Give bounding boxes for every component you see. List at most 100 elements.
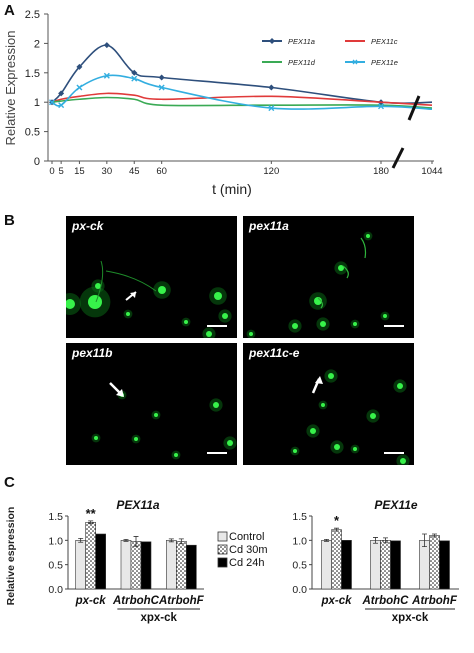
fluorescent-spot [214,292,222,300]
series-line-pex11e [51,74,433,111]
fluorescent-spot [314,297,322,305]
axis-break-mark [391,147,405,169]
fluorescent-spot [227,440,233,446]
error-bar [88,520,94,525]
x-tick-label: 15 [74,166,85,177]
fluorescent-spot [320,321,326,327]
x-tick-label: 0 [49,166,54,177]
fluorescent-spot [353,447,357,451]
legend-marker [269,38,275,44]
error-bar [123,538,129,542]
y-tick-label: 1.5 [25,68,40,80]
micrograph-label: pex11c-e [249,346,300,360]
fluorescent-spot [310,428,316,434]
y-tick-label: 0.5 [25,127,40,139]
y-axis-label: Relative espression [5,507,17,606]
bar-chart-title: PEX11e [374,498,417,512]
bar-control [120,540,132,590]
micrograph-pex11b: pex11b [66,343,237,465]
fluorescent-spot [206,331,212,337]
category-label: AtrbohC [112,595,160,607]
legend-label: PEX11d [288,58,316,67]
data-point [49,99,55,106]
bar-cd-24h [341,540,352,590]
y-tick-label: 1.0 [48,535,63,547]
error-bar [324,538,329,542]
data-point [76,63,83,70]
scale-bar [384,325,404,327]
y-axis-label: Relative Expression [3,31,18,146]
panel-letter-b: B [4,212,15,229]
fluorescent-spot [328,373,334,379]
group-label: xpx-ck [392,612,429,624]
micrograph-label: pex11b [72,346,113,360]
fluorescent-spot [370,413,376,419]
fluorescent-spot [158,286,166,294]
category-label: px-ck [320,595,352,607]
error-bar [432,533,437,538]
x-tick-label: 5 [58,166,63,177]
legend-label: Cd 24h [229,557,264,569]
micrograph-px-ck: px-ck [66,216,237,338]
legend-swatch [217,544,228,555]
data-point [158,84,165,91]
significance-marker: * [334,513,340,528]
y-tick-label: 0.0 [292,584,307,596]
data-point [58,90,65,97]
panel-letter-a: A [4,2,15,19]
legend-marker [352,59,358,65]
x-tick-label: 120 [263,166,279,177]
filament [95,260,157,303]
data-point [76,84,83,91]
fluorescent-spot [154,413,158,417]
data-point [131,75,138,82]
y-tick-label: 1.5 [48,511,63,523]
x-tick-label: 1044 [421,166,442,177]
bar-cd-30m [130,541,142,590]
fluorescent-spot [338,265,344,271]
bar-control [419,540,430,590]
x-tick-label: 180 [373,166,389,177]
error-bar [383,537,388,544]
micrograph-label: px-ck [72,219,104,233]
fluorescent-spot [397,383,403,389]
y-tick-label: 0.5 [48,560,63,572]
axis-break-mark [407,95,421,121]
data-point [103,42,110,49]
bar-cd-30m [429,535,440,590]
significance-marker: ** [86,506,97,521]
fluorescent-spot [400,458,406,464]
bar-control [321,540,332,590]
error-bar [78,537,84,543]
data-point [103,72,110,79]
arrow-head [116,389,124,397]
bar-cd-30m [85,522,96,590]
category-label: px-ck [75,595,107,607]
legend-label: Cd 30m [229,544,268,556]
fluorescent-spot [249,332,253,336]
bar-cd-30m [176,541,187,590]
x-tick-label: 30 [102,166,113,177]
legend-label: PEX11a [288,37,315,46]
panel-letter-c: C [4,474,15,491]
fluorescent-spot [88,295,102,309]
fluorescent-spot [94,436,98,440]
scale-bar [207,452,227,454]
fluorescent-spot [293,449,297,453]
fluorescent-spot [222,313,228,319]
bar-control [166,540,177,590]
bar-cd-24h [186,544,197,590]
data-point [268,105,275,112]
arrow-head [130,292,136,298]
error-bar [178,538,184,545]
fluorescent-spot [334,444,340,450]
micrograph-label: pex11a [249,219,289,233]
series-line-pex11a [51,44,433,105]
y-tick-label: 0.5 [292,560,307,572]
fluorescent-spot [321,403,325,407]
x-tick-label: 45 [129,166,140,177]
fluorescent-spot [126,312,130,316]
bar-cd-30m [380,540,391,590]
group-label: xpx-ck [140,612,177,624]
